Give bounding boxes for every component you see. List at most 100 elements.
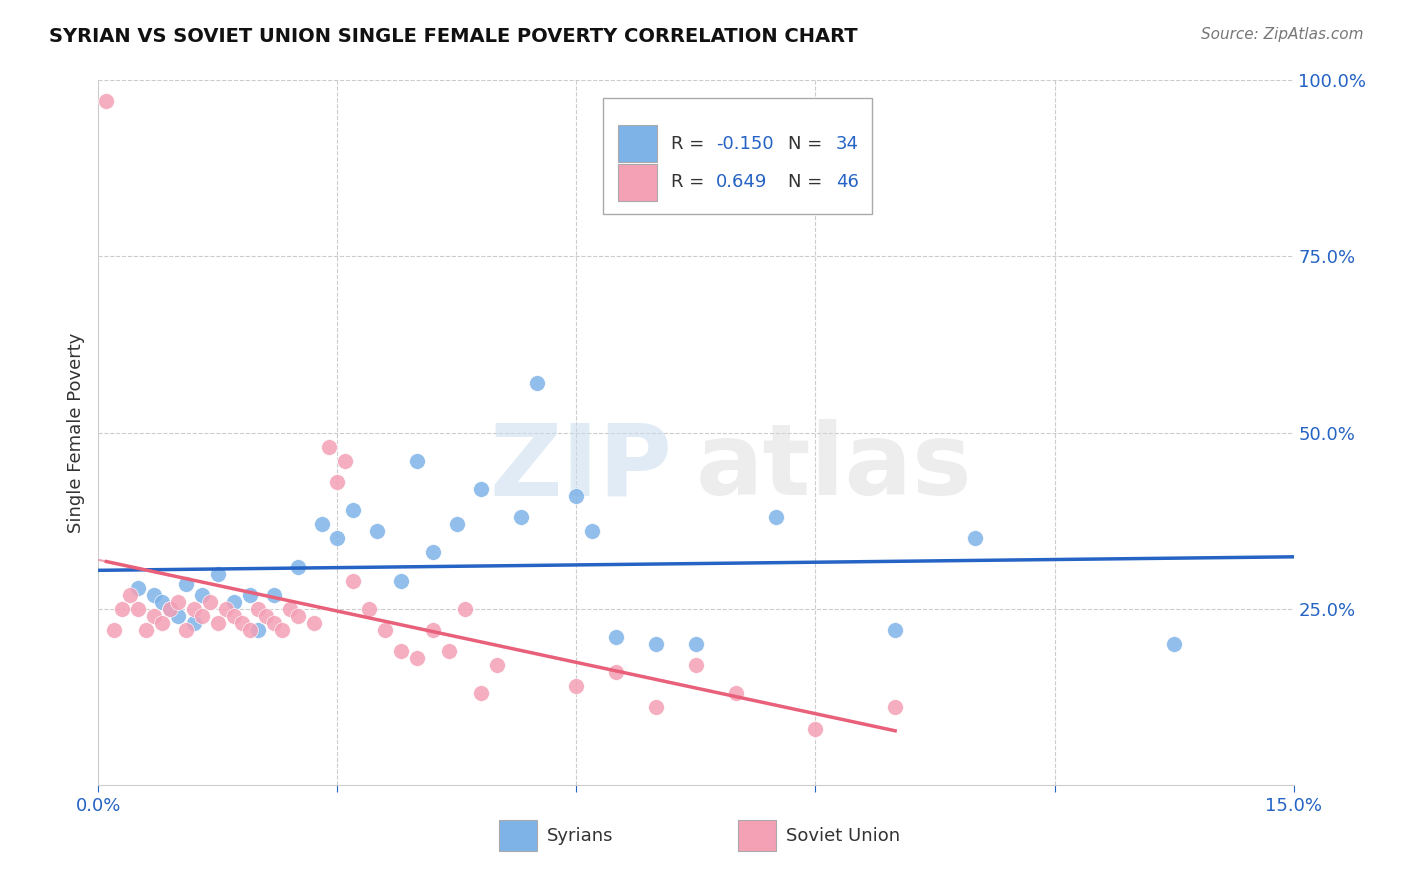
Point — [174, 623, 197, 637]
Point — [127, 581, 149, 595]
Point — [278, 601, 301, 615]
Point — [374, 623, 396, 637]
Point — [605, 630, 627, 644]
Point — [581, 524, 603, 539]
Point — [207, 566, 229, 581]
Point — [685, 658, 707, 673]
Point — [103, 623, 125, 637]
Point — [884, 623, 907, 637]
Point — [207, 615, 229, 630]
Point — [605, 665, 627, 680]
Point — [174, 577, 197, 591]
Point — [342, 503, 364, 517]
Point — [963, 532, 986, 546]
Point — [311, 517, 333, 532]
Point — [685, 637, 707, 651]
Point — [422, 545, 444, 559]
FancyBboxPatch shape — [603, 98, 872, 214]
Point — [804, 722, 827, 736]
Text: 0.649: 0.649 — [716, 173, 768, 192]
Point — [724, 686, 747, 700]
Point — [254, 608, 277, 623]
Text: atlas: atlas — [696, 419, 973, 516]
Point — [366, 524, 388, 539]
Point — [287, 559, 309, 574]
Bar — [619, 126, 657, 162]
Point — [645, 700, 668, 714]
Text: Source: ZipAtlas.com: Source: ZipAtlas.com — [1201, 27, 1364, 42]
Point — [326, 532, 349, 546]
Point — [270, 623, 292, 637]
Text: Soviet Union: Soviet Union — [786, 827, 900, 845]
Point — [765, 510, 787, 524]
Point — [135, 623, 157, 637]
Point — [422, 623, 444, 637]
Text: 34: 34 — [835, 135, 859, 153]
Point — [485, 658, 508, 673]
Text: R =: R = — [671, 173, 710, 192]
Text: ZIP: ZIP — [489, 419, 672, 516]
Point — [239, 623, 262, 637]
Text: SYRIAN VS SOVIET UNION SINGLE FEMALE POVERTY CORRELATION CHART: SYRIAN VS SOVIET UNION SINGLE FEMALE POV… — [49, 27, 858, 45]
Bar — [738, 821, 776, 851]
Bar — [619, 164, 657, 201]
Text: Syrians: Syrians — [547, 827, 613, 845]
Point — [884, 700, 907, 714]
Point — [1163, 637, 1185, 651]
Point — [389, 644, 412, 658]
Point — [470, 686, 492, 700]
Text: -0.150: -0.150 — [716, 135, 773, 153]
Point — [191, 608, 214, 623]
Point — [406, 651, 429, 665]
Bar — [499, 821, 537, 851]
Point — [246, 601, 269, 615]
Point — [183, 615, 205, 630]
Text: R =: R = — [671, 135, 710, 153]
Point — [302, 615, 325, 630]
Point — [645, 637, 668, 651]
Text: N =: N = — [787, 173, 828, 192]
Point — [143, 588, 166, 602]
Point — [239, 588, 262, 602]
Point — [509, 510, 531, 524]
Point — [143, 608, 166, 623]
Point — [191, 588, 214, 602]
Point — [231, 615, 253, 630]
Point — [159, 601, 181, 615]
Point — [342, 574, 364, 588]
Point — [263, 615, 285, 630]
Point — [470, 482, 492, 496]
Point — [150, 595, 173, 609]
Point — [167, 595, 190, 609]
Point — [96, 95, 118, 109]
Point — [406, 454, 429, 468]
Point — [326, 475, 349, 489]
Point — [159, 601, 181, 615]
Point — [389, 574, 412, 588]
Point — [437, 644, 460, 658]
Point — [454, 601, 477, 615]
Point — [287, 608, 309, 623]
Point — [246, 623, 269, 637]
Point — [318, 440, 340, 454]
Point — [215, 601, 238, 615]
Point — [565, 489, 588, 503]
Text: 46: 46 — [835, 173, 859, 192]
Point — [111, 601, 134, 615]
Point — [359, 601, 381, 615]
Point — [222, 595, 245, 609]
Point — [526, 376, 548, 391]
Point — [446, 517, 468, 532]
Point — [183, 601, 205, 615]
Point — [167, 608, 190, 623]
Point — [198, 595, 221, 609]
Point — [120, 588, 142, 602]
Point — [263, 588, 285, 602]
Point — [127, 601, 149, 615]
Point — [335, 454, 357, 468]
Point — [222, 608, 245, 623]
Y-axis label: Single Female Poverty: Single Female Poverty — [66, 333, 84, 533]
Text: N =: N = — [787, 135, 828, 153]
Point — [150, 615, 173, 630]
Point — [565, 679, 588, 693]
